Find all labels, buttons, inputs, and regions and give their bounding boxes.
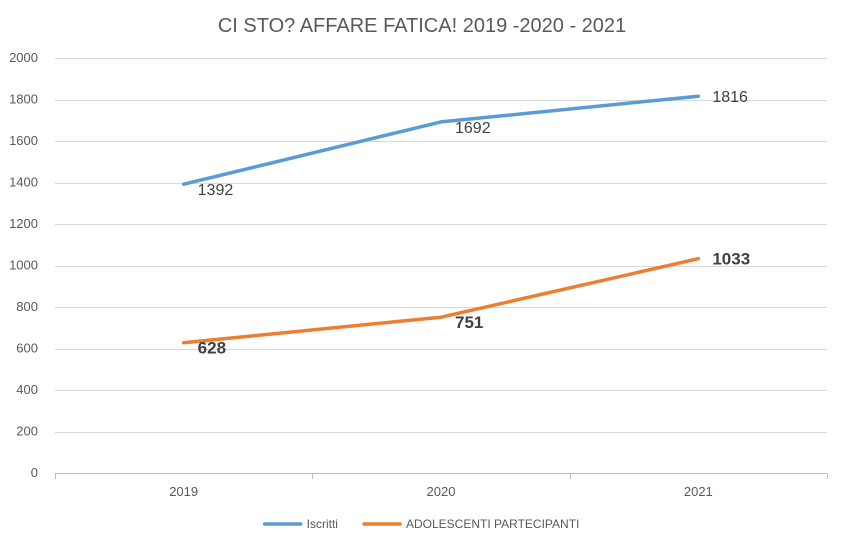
data-label: 1816 bbox=[712, 89, 748, 106]
data-label: 1392 bbox=[198, 182, 234, 199]
x-tick-label: 2020 bbox=[427, 484, 456, 499]
data-label: 1033 bbox=[712, 250, 750, 269]
y-tick-label: 200 bbox=[16, 424, 38, 439]
y-tick-label: 800 bbox=[16, 299, 38, 314]
x-tick-label: 2019 bbox=[169, 484, 198, 499]
y-tick-label: 1800 bbox=[9, 92, 38, 107]
y-tick-label: 1400 bbox=[9, 175, 38, 190]
y-tick-label: 400 bbox=[16, 382, 38, 397]
legend: Iscritti ADOLESCENTI PARTECIPANTI bbox=[262, 517, 579, 531]
data-label: 628 bbox=[198, 339, 226, 358]
y-tick-label: 600 bbox=[16, 341, 38, 356]
data-labels: 1392 1692 1816 628 751 1033 bbox=[198, 89, 750, 358]
y-tick-label: 0 bbox=[31, 465, 38, 480]
legend-label: Iscritti bbox=[307, 517, 338, 531]
data-label: 1692 bbox=[455, 120, 491, 137]
data-label: 751 bbox=[455, 313, 483, 332]
series-line-1 bbox=[181, 94, 701, 186]
y-tick-label: 1000 bbox=[9, 258, 38, 273]
legend-label: ADOLESCENTI PARTECIPANTI bbox=[406, 517, 579, 531]
gridlines bbox=[55, 58, 827, 474]
x-tick-label: 2021 bbox=[684, 484, 713, 499]
series-layer bbox=[181, 94, 701, 345]
chart-title: CI STO? AFFARE FATICA! 2019 -2020 - 2021 bbox=[218, 15, 626, 37]
y-tick-label: 1600 bbox=[9, 133, 38, 148]
x-axis: 2019 2020 2021 bbox=[55, 473, 828, 499]
y-tick-label: 1200 bbox=[9, 216, 38, 231]
y-axis: 0 200 400 600 800 1000 1200 1400 1600 1800 2000 bbox=[9, 50, 38, 480]
series-line-2 bbox=[181, 256, 701, 345]
y-tick-label: 2000 bbox=[9, 50, 38, 65]
